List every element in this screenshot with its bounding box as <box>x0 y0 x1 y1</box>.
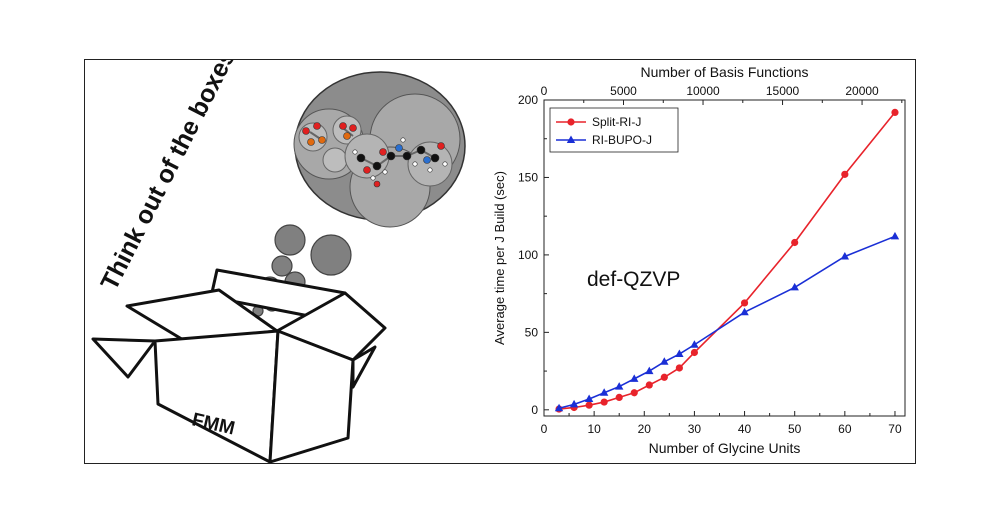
x2-tick-label: 20000 <box>845 84 879 98</box>
series-1-point <box>600 398 608 406</box>
fmm-illustration: Think out of the boxes! <box>91 60 466 463</box>
x2-tick-label: 0 <box>541 84 548 98</box>
figure-frame: Think out of the boxes! <box>84 59 916 464</box>
series-line-2 <box>558 235 896 410</box>
series-1-point <box>841 170 849 178</box>
legend-marker <box>566 135 576 143</box>
x-axis-title: Number of Glycine Units <box>649 440 801 456</box>
series-2-point <box>790 282 799 291</box>
x-tick-label: 20 <box>638 422 652 436</box>
legend-marker <box>567 118 575 126</box>
series-2-point <box>630 374 639 382</box>
y-tick-label: 200 <box>518 93 538 107</box>
annotation-label: def-QZVP <box>587 268 680 291</box>
series-2-point <box>675 349 684 358</box>
x-tick-label: 70 <box>888 422 902 436</box>
plot-area <box>543 99 906 417</box>
y-tick-label: 100 <box>518 248 538 262</box>
y-tick-label: 0 <box>531 403 538 417</box>
series-2-point <box>660 357 669 365</box>
x2-tick-label: 10000 <box>686 84 720 98</box>
series-2-point <box>690 340 699 348</box>
multipole-bubble <box>293 71 466 228</box>
series-1-point <box>615 393 623 402</box>
series-2-point <box>584 394 594 402</box>
series-2-point <box>645 366 654 375</box>
series-2-point <box>840 251 850 260</box>
series-1-point <box>630 389 638 397</box>
slogan-text: Think out of the boxes! <box>95 60 245 295</box>
series-2-point <box>740 307 749 316</box>
legend-label: Split-RI-J <box>592 115 641 129</box>
series-1-point <box>740 299 749 307</box>
series-1-point <box>791 238 799 247</box>
series-1-point <box>660 373 668 381</box>
series-1-point <box>690 348 699 357</box>
y-axis-title: Average time per J Build (sec) <box>492 171 507 345</box>
x-tick-label: 0 <box>541 422 548 436</box>
series-1-point <box>675 364 683 372</box>
x-tick-label: 50 <box>788 422 802 436</box>
x-tick-label: 30 <box>688 422 702 436</box>
x-tick-label: 60 <box>838 422 852 436</box>
series-2-point <box>554 403 564 412</box>
x2-tick-label: 15000 <box>766 84 800 98</box>
legend-box <box>549 107 679 153</box>
series-1-point <box>645 381 653 389</box>
timing-chart: 0 10 20 30 40 50 60 70 0 5000 10000 15000 20000 0 50 10… <box>492 64 906 456</box>
open-box-drawing <box>91 268 387 463</box>
series-2-point <box>569 399 579 408</box>
series-2-point <box>599 388 609 396</box>
x2-tick-label: 5000 <box>610 84 637 98</box>
x2-axis-title: Number of Basis Functions <box>640 64 808 80</box>
series-2-point <box>615 382 624 390</box>
series-1-point <box>585 401 593 409</box>
series-line-1 <box>558 111 896 410</box>
x-tick-label: 10 <box>587 422 601 436</box>
y-tick-label: 50 <box>525 325 539 339</box>
x-tick-label: 40 <box>738 422 752 436</box>
series-1-point <box>891 108 899 116</box>
y-tick-label: 150 <box>518 170 538 184</box>
legend-label: RI-BUPO-J <box>592 133 652 147</box>
series-2-point <box>890 231 900 240</box>
